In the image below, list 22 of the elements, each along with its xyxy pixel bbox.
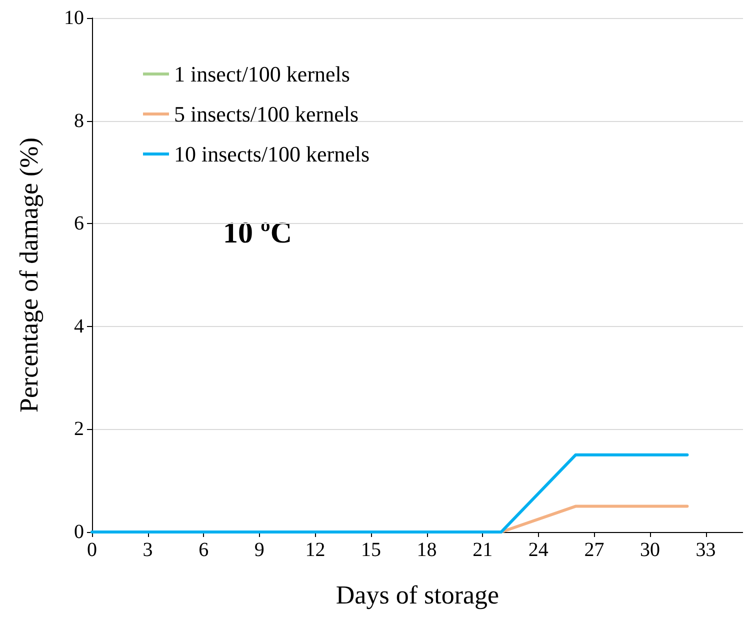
y-tick-label: 4 xyxy=(74,315,84,338)
y-tick-label: 6 xyxy=(74,212,84,235)
x-tick-label: 3 xyxy=(142,539,153,561)
x-tick-label: 24 xyxy=(528,539,548,561)
x-tick-label: 21 xyxy=(472,539,493,561)
legend-label: 10 insects/100 kernels xyxy=(174,142,370,166)
x-tick-label: 30 xyxy=(640,539,660,561)
x-axis-title: Days of storage xyxy=(336,580,500,610)
y-tick-label: 0 xyxy=(74,521,84,543)
x-tick-label: 15 xyxy=(361,539,381,561)
y-tick-label: 2 xyxy=(74,418,84,440)
x-tick-label: 6 xyxy=(198,539,209,561)
y-axis-title: Percentage of damage (%) xyxy=(14,137,44,413)
legend-label: 5 insects/100 kernels xyxy=(174,102,359,126)
y-tick-label: 10 xyxy=(64,7,84,29)
legend-label: 1 insect/100 kernels xyxy=(174,62,350,86)
x-tick-label: 27 xyxy=(584,539,604,561)
y-tick-label: 8 xyxy=(74,110,84,132)
x-tick-label: 33 xyxy=(696,539,716,561)
x-tick-label: 18 xyxy=(416,539,437,561)
x-tick-label: 12 xyxy=(305,539,326,561)
x-tick-label: 9 xyxy=(254,539,264,561)
